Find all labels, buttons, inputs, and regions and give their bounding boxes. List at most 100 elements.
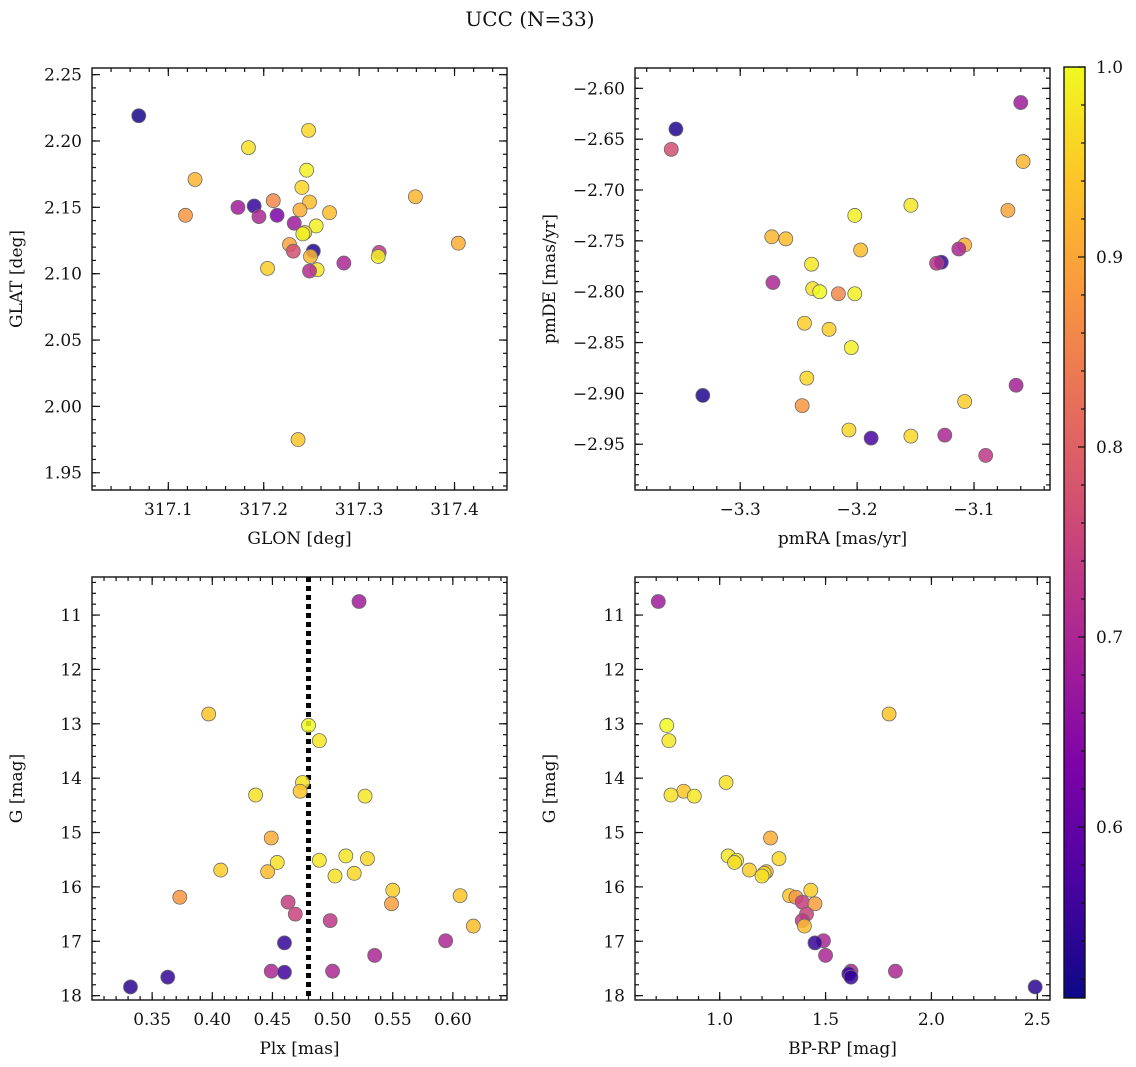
scatter-point — [957, 394, 973, 409]
y-tick-label: 15 — [60, 824, 82, 844]
scatter-point — [695, 388, 711, 403]
scatter-point — [295, 226, 311, 242]
x-tick-label: 1.0 — [706, 1010, 733, 1030]
scatter-point — [301, 718, 316, 733]
y-tick-label: 1.95 — [44, 464, 82, 484]
scatter-point — [659, 718, 675, 733]
scatter-points — [123, 594, 481, 995]
scatter-point — [818, 948, 833, 963]
scatter-point — [978, 448, 994, 463]
x-axis-label: pmRA [mas/yr] — [778, 529, 907, 549]
x-tick-label: −3.3 — [720, 500, 761, 520]
scatter-point — [803, 882, 819, 898]
scatter-point — [302, 263, 317, 279]
scatter-point — [360, 851, 375, 867]
scatter-point — [450, 235, 466, 251]
scatter-point — [346, 865, 362, 881]
scatter-point — [336, 255, 352, 271]
scatter-point — [796, 918, 812, 934]
y-tick-label: 17 — [603, 932, 625, 952]
x-tick-label: 0.50 — [314, 1010, 352, 1030]
scatter-point — [277, 964, 292, 980]
scatter-point — [187, 172, 203, 187]
scatter-point — [123, 979, 138, 995]
y-tick-label: 14 — [60, 769, 82, 789]
scatter-point — [903, 197, 919, 213]
scatter-point — [303, 249, 318, 264]
scatter-point — [269, 855, 285, 870]
scatter-point — [853, 242, 869, 258]
scatter-points — [663, 95, 1031, 463]
scatter-point — [408, 189, 423, 205]
scatter-point — [741, 862, 757, 878]
scatter-point — [661, 733, 677, 749]
scatter-point — [1008, 377, 1024, 393]
colorbar-frame — [1063, 66, 1086, 999]
scatter-point — [452, 888, 468, 904]
y-tick-label: 2.00 — [44, 397, 82, 417]
scatter-point — [302, 194, 317, 210]
y-tick-label: 18 — [60, 987, 82, 1007]
x-tick-label: 0.60 — [434, 1010, 472, 1030]
colorbar-tick-label: 0.9 — [1096, 248, 1123, 268]
scatter-point — [178, 207, 193, 223]
scatter-point — [385, 882, 401, 898]
y-tick-label: −2.70 — [573, 181, 625, 201]
y-axis-label: G [mag] — [540, 754, 560, 823]
y-tick-label: 2.20 — [44, 132, 82, 152]
x-tick-label: 317.4 — [430, 500, 479, 520]
x-axis-label: BP-RP [mag] — [788, 1039, 897, 1059]
x-tick-label: 1.5 — [812, 1010, 839, 1030]
y-tick-label: 16 — [603, 878, 625, 898]
scatter-point — [230, 199, 246, 215]
scatter-point — [290, 432, 306, 447]
scatter-point — [727, 855, 742, 870]
scatter-point — [718, 775, 734, 790]
y-tick-label: 14 — [603, 769, 625, 789]
scatter-point — [384, 896, 399, 912]
scatter-point — [213, 862, 229, 878]
scatter-point — [807, 935, 823, 951]
scatter-point — [778, 231, 794, 247]
scatter-point — [241, 140, 256, 156]
scatter-point — [847, 208, 863, 223]
y-tick-label: 13 — [60, 715, 82, 735]
x-tick-label: −3.2 — [836, 500, 877, 520]
x-tick-label: 317.2 — [239, 500, 288, 520]
scatter-point — [160, 969, 176, 985]
scatter-point — [311, 852, 327, 868]
y-axis-label: G [mag] — [7, 754, 27, 823]
scatter-point — [322, 913, 338, 929]
x-tick-label: 0.40 — [193, 1010, 231, 1030]
scatter-point — [265, 193, 281, 209]
scatter-point — [280, 894, 296, 910]
scatter-point — [277, 935, 292, 951]
scatter-point — [260, 864, 276, 880]
scatter-point — [937, 427, 953, 443]
scatter-point — [843, 340, 859, 356]
scatter-panel-4: 1.0 1.5 2.0 2.5 11 12 13 14 15 16 17 18 BP-RP [mag] G… — [540, 576, 1051, 1059]
y-tick-label: −2.90 — [573, 384, 625, 404]
scatter-point — [951, 241, 967, 257]
scatter-point — [263, 830, 279, 846]
colorbar: 0.6 0.7 0.8 0.9 1.0 — [1063, 58, 1123, 999]
y-tick-label: 15 — [603, 824, 625, 844]
scatter-point — [351, 594, 367, 609]
scatter-point — [807, 896, 823, 912]
scatter-point — [370, 249, 386, 264]
scatter-point — [765, 275, 781, 290]
colorbar-gradient — [1064, 67, 1085, 998]
y-tick-label: 17 — [60, 932, 82, 952]
colorbar-tick-label: 0.7 — [1096, 628, 1123, 648]
y-tick-label: −2.80 — [573, 283, 625, 303]
scatter-point — [650, 594, 666, 609]
scatter-point — [888, 963, 903, 979]
scatter-point — [686, 788, 702, 804]
x-tick-label: 0.55 — [374, 1010, 412, 1030]
colorbar-tick-label: 0.6 — [1096, 818, 1123, 838]
y-tick-label: −2.85 — [573, 334, 625, 354]
colorbar-tick-label: 0.8 — [1096, 438, 1123, 458]
scatter-point — [327, 868, 343, 884]
scatter-point — [311, 733, 327, 749]
scatter-panel-1: 317.1 317.2 317.3 317.4 1.95 2.00 2.05 2.10 2.15… — [7, 66, 508, 549]
